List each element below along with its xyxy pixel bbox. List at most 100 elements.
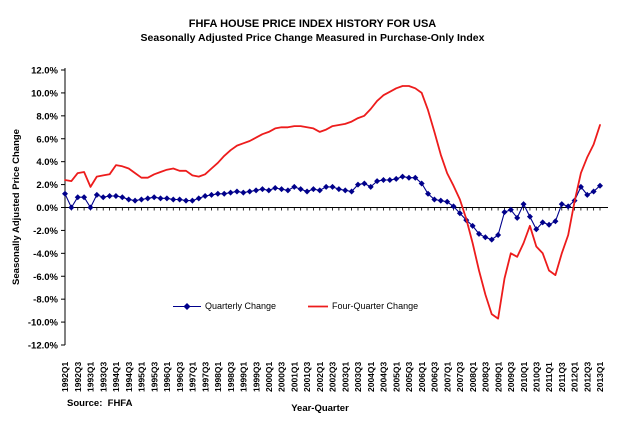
x-tick-label: 2012Q1: [570, 361, 580, 392]
x-tick-label: 2003Q3: [353, 361, 363, 392]
x-tick-label: 1995Q3: [149, 361, 159, 392]
x-tick-label: 2001Q3: [302, 361, 312, 392]
four-quarter-change-line-icon: [308, 305, 329, 307]
quarterly-data-point: [533, 226, 540, 233]
x-tick-label: 2011Q3: [557, 362, 567, 392]
x-tick-label: 2008Q1: [468, 361, 478, 392]
quarterly-data-point: [482, 234, 489, 241]
chart-title-block: FHFA HOUSE PRICE INDEX HISTORY FOR USA S…: [0, 17, 625, 45]
quarterly-data-point: [227, 189, 234, 196]
x-tick-label: 1993Q1: [86, 361, 96, 392]
quarterly-data-point: [316, 187, 323, 194]
x-tick-label: 1993Q3: [98, 361, 108, 392]
x-tick-label: 1997Q1: [188, 361, 198, 392]
x-tick-label: 2000Q1: [264, 361, 274, 392]
x-tick-label: 2007Q3: [455, 361, 465, 392]
quarterly-data-point: [272, 185, 279, 192]
quarterly-data-point: [405, 174, 412, 181]
quarterly-data-point: [214, 190, 221, 197]
quarterly-data-point: [520, 201, 527, 208]
quarterly-data-point: [202, 193, 209, 200]
quarterly-data-point: [342, 187, 349, 194]
quarterly-data-point: [431, 196, 438, 203]
quarterly-data-point: [106, 193, 113, 200]
x-tick-label: 2004Q3: [379, 361, 389, 392]
quarterly-data-point: [81, 194, 88, 201]
x-tick-label: 2002Q1: [315, 361, 325, 392]
quarterly-data-point: [565, 203, 572, 210]
x-tick-label: 2013Q1: [595, 361, 605, 392]
quarterly-data-point: [590, 188, 597, 195]
quarterly-data-point: [246, 188, 253, 195]
quarterly-data-point: [437, 197, 444, 204]
y-tick-label: 2.0%: [36, 180, 58, 191]
y-tick-label: 10.0%: [31, 88, 58, 99]
quarterly-data-point: [469, 222, 476, 229]
x-tick-label: 2005Q3: [404, 361, 414, 392]
quarterly-data-point: [495, 232, 502, 238]
x-tick-label: 2003Q1: [340, 361, 350, 392]
quarterly-data-point: [253, 187, 260, 194]
y-tick-label: 0.0%: [36, 203, 58, 214]
quarterly-data-point: [514, 214, 521, 221]
quarterly-change-marker-icon: [173, 302, 201, 310]
x-tick-label: 1998Q3: [226, 361, 236, 392]
quarterly-data-point: [335, 186, 342, 193]
quarterly-data-point: [183, 197, 190, 204]
x-tick-label: 1995Q1: [137, 361, 147, 392]
quarterly-data-point: [112, 193, 119, 200]
x-tick-label: 2006Q3: [430, 361, 440, 392]
y-tick-label: -4.0%: [33, 249, 58, 260]
plot-area: 12.0% 10.0% 8.0% 6.0% 4.0% 2.0% 0.0% -2.0% -4.0%…: [28, 66, 608, 392]
quarterly-data-point: [558, 201, 565, 208]
quarterly-data-point: [354, 181, 361, 188]
series-line-four-quarter-change: [64, 85, 601, 320]
x-tick-label: 1994Q1: [111, 361, 121, 392]
x-tick-label: 2009Q3: [506, 361, 516, 392]
quarterly-data-point: [488, 236, 495, 243]
x-tick-label: 2011Q1: [544, 362, 554, 392]
x-tick-label: 2004Q1: [366, 361, 376, 392]
quarterly-data-point: [539, 219, 546, 226]
quarterly-data-point: [62, 190, 68, 197]
quarterly-data-point: [450, 203, 457, 210]
chart-legend: Quarterly Change Four-Quarter Change: [173, 301, 418, 311]
quarterly-data-point: [151, 194, 158, 201]
quarterly-data-point: [425, 190, 432, 197]
x-tick-label: 1996Q3: [175, 361, 185, 392]
quarterly-data-point: [475, 230, 482, 237]
quarterly-data-point: [418, 180, 425, 187]
quarterly-data-point: [367, 183, 374, 190]
x-tick-label: 2001Q1: [289, 361, 299, 392]
quarterly-data-point: [189, 197, 196, 204]
y-tick-label: 6.0%: [36, 134, 58, 145]
x-tick-label: 1992Q1: [60, 361, 70, 392]
quarterly-data-point: [577, 183, 584, 190]
legend-label-quarterly: Quarterly Change: [205, 301, 277, 311]
x-tick-label: 2009Q1: [493, 361, 503, 392]
quarterly-data-point: [304, 188, 311, 195]
chart-subtitle: Seasonally Adjusted Price Change Measure…: [140, 32, 485, 44]
x-tick-label: 1999Q3: [251, 361, 261, 392]
y-tick-label: -6.0%: [33, 272, 58, 283]
x-tick-label: 2002Q3: [328, 361, 338, 392]
y-tick-label: -10.0%: [28, 318, 59, 329]
x-tick-label: 2010Q1: [519, 361, 529, 392]
quarterly-data-point: [68, 204, 75, 211]
y-tick-label: 12.0%: [31, 66, 58, 77]
x-tick-label: 2005Q1: [391, 361, 401, 392]
y-tick-label: 4.0%: [36, 157, 58, 168]
quarterly-data-point: [138, 196, 145, 203]
quarterly-data-point: [501, 209, 508, 216]
quarterly-data-point: [584, 191, 591, 198]
quarterly-data-point: [310, 186, 317, 193]
quarterly-data-point: [526, 213, 533, 220]
source-note: Source: FHFA: [67, 398, 133, 409]
quarterly-data-point: [456, 210, 463, 217]
quarterly-data-point: [546, 221, 553, 228]
x-tick-label: 2007Q1: [442, 361, 452, 392]
y-tick-label: -8.0%: [33, 295, 58, 306]
quarterly-data-point: [144, 195, 151, 202]
